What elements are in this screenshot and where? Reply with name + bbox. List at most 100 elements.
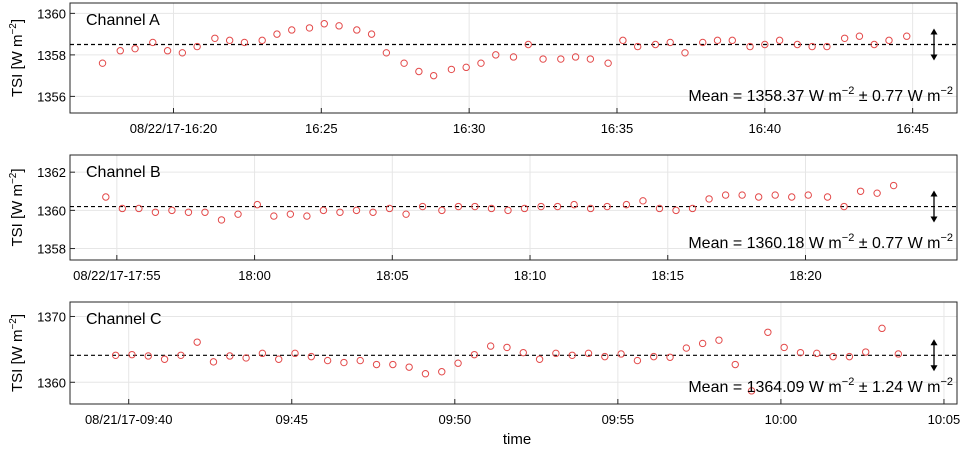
data-point	[524, 40, 532, 49]
data-point	[570, 200, 578, 209]
std-arrow-head-up	[930, 190, 938, 197]
data-point	[738, 191, 746, 199]
data-point	[131, 44, 139, 53]
data-point	[291, 349, 299, 358]
data-point	[705, 195, 713, 203]
x-tick-label: 16:30	[453, 121, 486, 136]
data-point	[369, 208, 377, 216]
data-point	[135, 204, 143, 213]
data-point	[492, 51, 500, 59]
data-point	[775, 36, 784, 45]
panel-title: Channel A	[86, 12, 160, 29]
data-point	[201, 208, 209, 216]
mean-annotation: Mean = 1360.18 W m−2 ± 0.77 W m−2	[688, 232, 953, 252]
data-point	[356, 356, 364, 365]
x-tick-label: 10:05	[928, 412, 961, 427]
panel-title: Channel B	[86, 164, 161, 181]
data-point	[118, 204, 127, 213]
data-point	[633, 356, 642, 365]
x-tick-label: 10:00	[765, 412, 798, 427]
data-point	[519, 348, 527, 357]
data-point	[698, 339, 707, 348]
x-axis-label: time	[503, 431, 531, 448]
data-point	[552, 349, 560, 358]
panel-title: Channel C	[86, 311, 162, 328]
data-point	[539, 55, 547, 63]
data-point	[163, 47, 172, 55]
panel-channel-c: 08/21/17-09:40 09:45 09:50 09:55 10:00 10:05 1…	[8, 301, 961, 427]
y-axis-label: TSI [W m−2]	[8, 314, 26, 392]
data-point	[553, 202, 562, 211]
x-tick-label: 08/22/17-17:55	[73, 268, 160, 283]
data-point	[715, 336, 723, 344]
data-point	[111, 351, 120, 360]
x-tick-label: 18:00	[238, 268, 271, 283]
data-point	[681, 49, 689, 57]
data-point	[840, 202, 848, 211]
data-point	[688, 204, 697, 213]
data-point	[211, 34, 219, 42]
data-point	[160, 355, 169, 363]
data-point	[731, 360, 739, 369]
data-point	[568, 351, 576, 360]
data-point	[796, 348, 805, 357]
x-tick-label: 09:50	[439, 412, 472, 427]
data-point	[861, 348, 870, 356]
data-point	[438, 206, 446, 215]
y-axis-label: TSI [W m−2]	[8, 19, 26, 97]
data-point	[721, 191, 730, 199]
data-point	[509, 53, 518, 61]
data-point	[855, 32, 864, 40]
data-point	[217, 216, 226, 224]
data-point	[601, 352, 609, 361]
data-point	[761, 40, 769, 49]
data-point	[651, 40, 660, 49]
data-point	[307, 352, 316, 361]
x-tick-label: 09:45	[275, 412, 308, 427]
data-point	[225, 36, 234, 45]
data-point	[258, 36, 266, 45]
data-point	[487, 204, 496, 213]
data-point	[666, 38, 674, 47]
data-point	[639, 197, 647, 205]
data-point	[650, 352, 658, 361]
data-point	[845, 352, 854, 361]
data-point	[335, 22, 343, 30]
data-point	[273, 30, 281, 38]
data-point	[323, 356, 332, 365]
data-point	[353, 26, 361, 34]
data-point	[151, 208, 160, 216]
data-point	[193, 338, 201, 346]
data-point	[603, 202, 611, 211]
x-tick-label: 16:45	[896, 121, 929, 136]
data-point	[447, 65, 456, 74]
data-point	[780, 343, 788, 352]
data-point	[303, 212, 311, 220]
data-point	[903, 32, 911, 40]
data-point	[402, 210, 410, 218]
axes-frame	[69, 301, 958, 405]
data-point	[619, 36, 627, 45]
x-tick-label: 08/21/17-09:40	[85, 412, 172, 427]
data-point	[128, 350, 136, 359]
data-point	[144, 352, 152, 360]
x-tick-label: 18:05	[376, 268, 409, 283]
data-point	[586, 204, 595, 213]
y-tick-label: 1360	[37, 6, 66, 21]
data-point	[728, 36, 736, 45]
y-tick-label: 1360	[37, 203, 66, 218]
x-tick-label: 18:10	[514, 268, 547, 283]
data-point	[336, 208, 344, 216]
data-point	[242, 354, 250, 362]
data-point	[885, 36, 893, 45]
data-point	[149, 38, 157, 47]
data-point	[177, 351, 185, 360]
data-point	[520, 204, 529, 213]
data-point	[305, 24, 314, 32]
data-point	[258, 349, 267, 358]
panel-channel-b: 08/22/17-17:55 18:00 18:05 18:10 18:15 18:20 1…	[8, 154, 958, 283]
data-point	[793, 40, 802, 49]
data-point	[275, 355, 283, 363]
x-tick-label: 16:35	[601, 121, 634, 136]
